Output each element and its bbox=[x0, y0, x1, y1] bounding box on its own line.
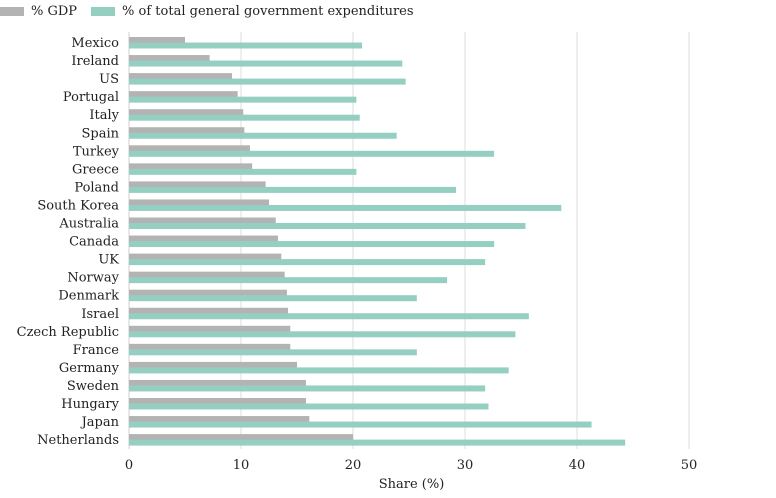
legend-item-gdp: % GDP bbox=[0, 4, 77, 19]
category-label-1: Ireland bbox=[71, 54, 119, 69]
bar-gdp-3 bbox=[129, 91, 238, 98]
bar-expenditure-2 bbox=[129, 78, 406, 85]
legend-label-expenditures: % of total general government expenditur… bbox=[122, 3, 414, 19]
bar-expenditure-0 bbox=[129, 42, 362, 49]
legend-label-gdp: % GDP bbox=[31, 3, 78, 19]
bar-expenditure-14 bbox=[129, 295, 417, 302]
category-label-7: Greece bbox=[72, 162, 119, 177]
bar-gdp-12 bbox=[129, 253, 282, 260]
bar-gdp-8 bbox=[129, 181, 266, 188]
bar-gdp-15 bbox=[129, 307, 289, 314]
x-tick-label-50: 50 bbox=[681, 458, 698, 473]
legend: % GDP % of total general government expe… bbox=[0, 2, 428, 20]
bar-gdp-0 bbox=[129, 37, 185, 43]
bar-expenditure-5 bbox=[129, 132, 397, 139]
category-label-12: UK bbox=[98, 253, 119, 268]
x-axis-title: Share (%) bbox=[379, 477, 445, 492]
bar-expenditure-18 bbox=[129, 367, 509, 374]
category-label-0: Mexico bbox=[71, 36, 119, 51]
category-label-14: Denmark bbox=[58, 289, 119, 304]
category-label-15: Israel bbox=[81, 307, 119, 322]
bar-gdp-4 bbox=[129, 109, 244, 116]
bar-gdp-7 bbox=[129, 163, 253, 170]
x-tick-label-40: 40 bbox=[569, 458, 586, 473]
bar-gdp-18 bbox=[129, 361, 297, 368]
bar-gdp-9 bbox=[129, 199, 269, 206]
category-label-18: Germany bbox=[59, 361, 120, 376]
bar-expenditure-4 bbox=[129, 114, 360, 121]
category-label-21: Japan bbox=[80, 415, 120, 430]
bar-gdp-2 bbox=[129, 73, 233, 80]
x-tick-label-10: 10 bbox=[233, 458, 250, 473]
bar-expenditure-15 bbox=[129, 313, 529, 320]
bar-gdp-17 bbox=[129, 343, 291, 350]
bar-expenditure-11 bbox=[129, 241, 495, 248]
legend-swatch-expenditures bbox=[91, 6, 116, 16]
x-tick-label-30: 30 bbox=[457, 458, 474, 473]
category-label-5: Spain bbox=[81, 126, 119, 141]
category-label-17: France bbox=[73, 343, 120, 358]
bar-gdp-21 bbox=[129, 416, 310, 423]
bar-expenditure-21 bbox=[129, 421, 592, 428]
category-label-2: US bbox=[99, 72, 119, 87]
category-label-19: Sweden bbox=[67, 379, 120, 394]
bar-expenditure-12 bbox=[129, 259, 486, 266]
bar-gdp-20 bbox=[129, 398, 306, 404]
bar-gdp-6 bbox=[129, 145, 250, 152]
bar-expenditure-1 bbox=[129, 60, 403, 67]
category-label-22: Netherlands bbox=[37, 433, 119, 448]
bar-gdp-16 bbox=[129, 325, 291, 332]
bar-expenditure-22 bbox=[129, 439, 626, 446]
category-label-3: Portugal bbox=[63, 90, 119, 105]
bar-expenditure-16 bbox=[129, 331, 516, 338]
bar-expenditure-8 bbox=[129, 186, 457, 193]
bar-expenditure-20 bbox=[129, 403, 489, 410]
bar-gdp-1 bbox=[129, 55, 210, 62]
bar-expenditure-10 bbox=[129, 223, 526, 229]
category-label-4: Italy bbox=[89, 108, 119, 123]
bar-expenditure-19 bbox=[129, 385, 486, 392]
bar-expenditure-3 bbox=[129, 96, 357, 103]
bar-gdp-22 bbox=[129, 434, 353, 441]
legend-swatch-gdp bbox=[0, 6, 24, 16]
bar-gdp-11 bbox=[129, 235, 278, 242]
category-label-8: Poland bbox=[74, 180, 119, 195]
category-label-10: Australia bbox=[58, 217, 119, 232]
x-tick-label-0: 0 bbox=[125, 458, 133, 473]
category-label-13: Norway bbox=[67, 271, 119, 286]
bar-gdp-19 bbox=[129, 379, 306, 386]
bar-expenditure-17 bbox=[129, 349, 417, 356]
x-tick-label-20: 20 bbox=[345, 458, 362, 473]
bar-expenditure-7 bbox=[129, 168, 357, 175]
category-label-16: Czech Republic bbox=[17, 325, 119, 340]
category-label-11: Canada bbox=[69, 235, 119, 250]
category-label-9: South Korea bbox=[37, 198, 119, 213]
legend-item-expenditures: % of total general government expenditur… bbox=[91, 4, 414, 19]
bar-expenditure-9 bbox=[129, 204, 562, 211]
bar-expenditure-13 bbox=[129, 277, 448, 284]
bar-gdp-14 bbox=[129, 289, 287, 296]
category-label-6: Turkey bbox=[73, 144, 120, 159]
bar-gdp-5 bbox=[129, 127, 245, 134]
bar-gdp-13 bbox=[129, 271, 285, 278]
bar-gdp-10 bbox=[129, 217, 276, 224]
category-label-20: Hungary bbox=[61, 397, 119, 412]
bar-expenditure-6 bbox=[129, 150, 495, 157]
